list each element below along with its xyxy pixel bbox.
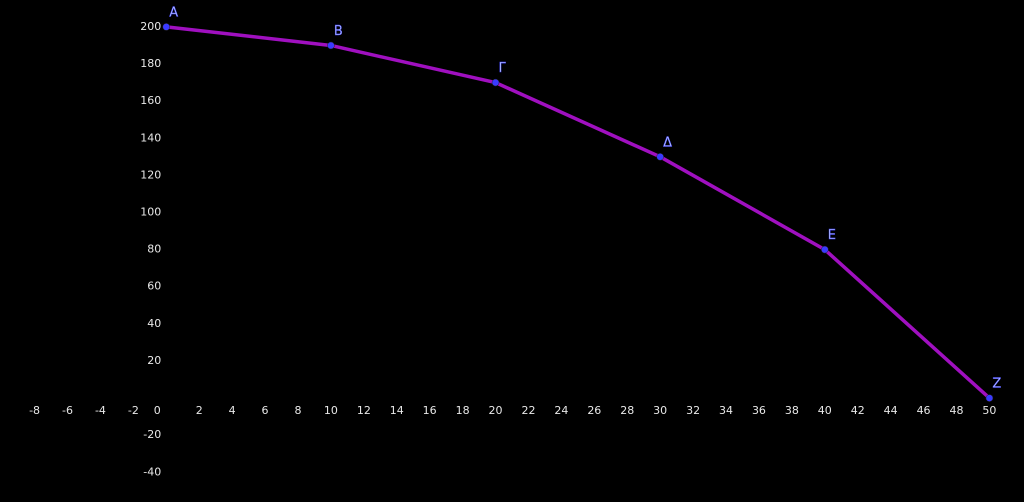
x-tick-label: 46 — [917, 404, 931, 417]
x-tick-label: 14 — [390, 404, 404, 417]
x-tick-label: 28 — [620, 404, 634, 417]
x-tick-label: -4 — [95, 404, 106, 417]
point-label: A — [169, 5, 178, 20]
x-tick-label: 2 — [196, 404, 203, 417]
point — [162, 23, 171, 31]
x-tick-label: 8 — [294, 404, 301, 417]
point-label: E — [828, 228, 836, 243]
y-tick-label: 120 — [140, 168, 161, 181]
x-tick-label: 4 — [229, 404, 236, 417]
y-tick-label: 160 — [140, 94, 161, 107]
y-tick-label: 20 — [147, 354, 161, 367]
x-tick-label: 50 — [982, 404, 996, 417]
x-tick-label: 34 — [719, 404, 733, 417]
x-tick-label: 32 — [686, 404, 700, 417]
x-tick-label: 30 — [653, 404, 667, 417]
x-tick-label: 0 — [154, 404, 161, 417]
point — [491, 78, 500, 87]
point — [327, 41, 335, 50]
x-tick-label: -2 — [128, 404, 139, 417]
y-tick-label: 60 — [147, 280, 161, 293]
point-label: Δ — [663, 135, 672, 150]
y-tick-label: -40 — [143, 465, 161, 478]
y-tick-label: 40 — [147, 317, 161, 330]
point-label: Γ — [499, 61, 507, 76]
y-tick-label: 80 — [147, 243, 161, 256]
x-tick-label: 10 — [324, 404, 338, 417]
x-tick-label: 24 — [554, 404, 568, 417]
x-tick-label: 26 — [587, 404, 601, 417]
x-tick-label: 20 — [489, 404, 503, 417]
x-tick-label: 6 — [262, 404, 269, 417]
x-tick-label: 22 — [521, 404, 535, 417]
x-tick-label: 44 — [884, 404, 898, 417]
point-label: B — [334, 24, 343, 39]
x-tick-label: 12 — [357, 404, 371, 417]
x-tick-label: 18 — [456, 404, 470, 417]
x-tick-label: 16 — [423, 404, 437, 417]
x-tick-label: 40 — [818, 404, 832, 417]
point — [821, 245, 829, 254]
x-tick-label: -6 — [62, 404, 73, 417]
point — [656, 153, 664, 161]
x-tick-label: 38 — [785, 404, 799, 417]
y-tick-label: 200 — [140, 20, 161, 33]
y-tick-label: 180 — [140, 57, 161, 70]
y-tick-label: 140 — [140, 131, 161, 144]
y-tick-label: -20 — [143, 428, 161, 441]
x-tick-label: -8 — [29, 404, 40, 417]
x-tick-label: 42 — [851, 404, 865, 417]
x-tick-label: 48 — [950, 404, 964, 417]
point-label: Z — [992, 377, 1001, 392]
x-tick-label: 36 — [752, 404, 766, 417]
y-tick-label: 100 — [140, 205, 161, 218]
point — [985, 394, 994, 402]
line — [166, 25, 991, 400]
